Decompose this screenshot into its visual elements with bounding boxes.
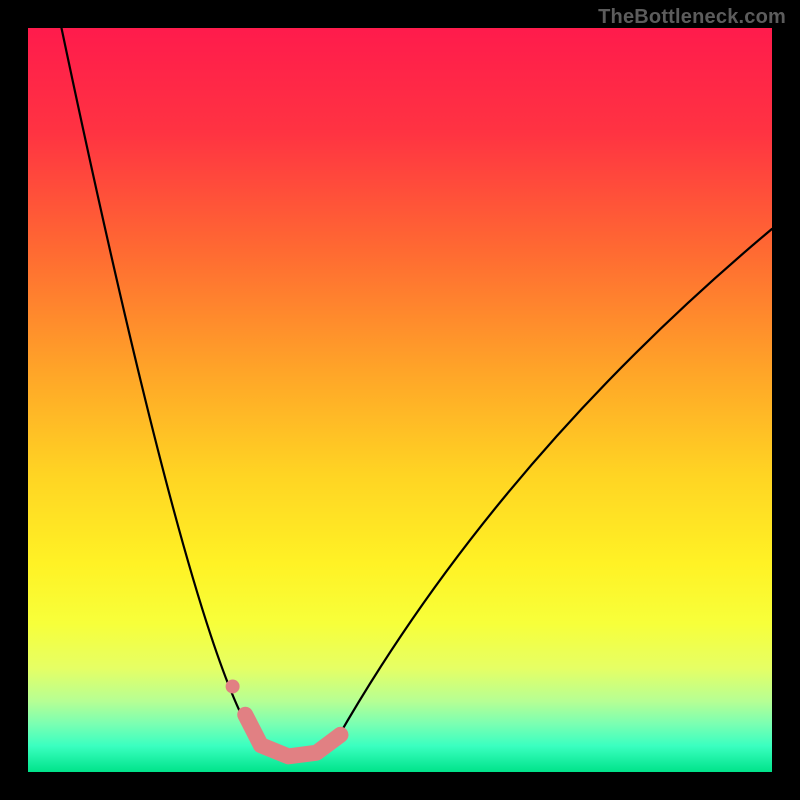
watermark-text: TheBottleneck.com xyxy=(598,6,786,29)
bottleneck-curve xyxy=(61,28,772,758)
trough-highlight-dot xyxy=(226,679,240,693)
plot-area xyxy=(28,28,772,772)
trough-highlight xyxy=(245,715,340,757)
chart-curve-layer xyxy=(28,28,772,772)
canvas-root: TheBottleneck.com xyxy=(0,0,800,800)
